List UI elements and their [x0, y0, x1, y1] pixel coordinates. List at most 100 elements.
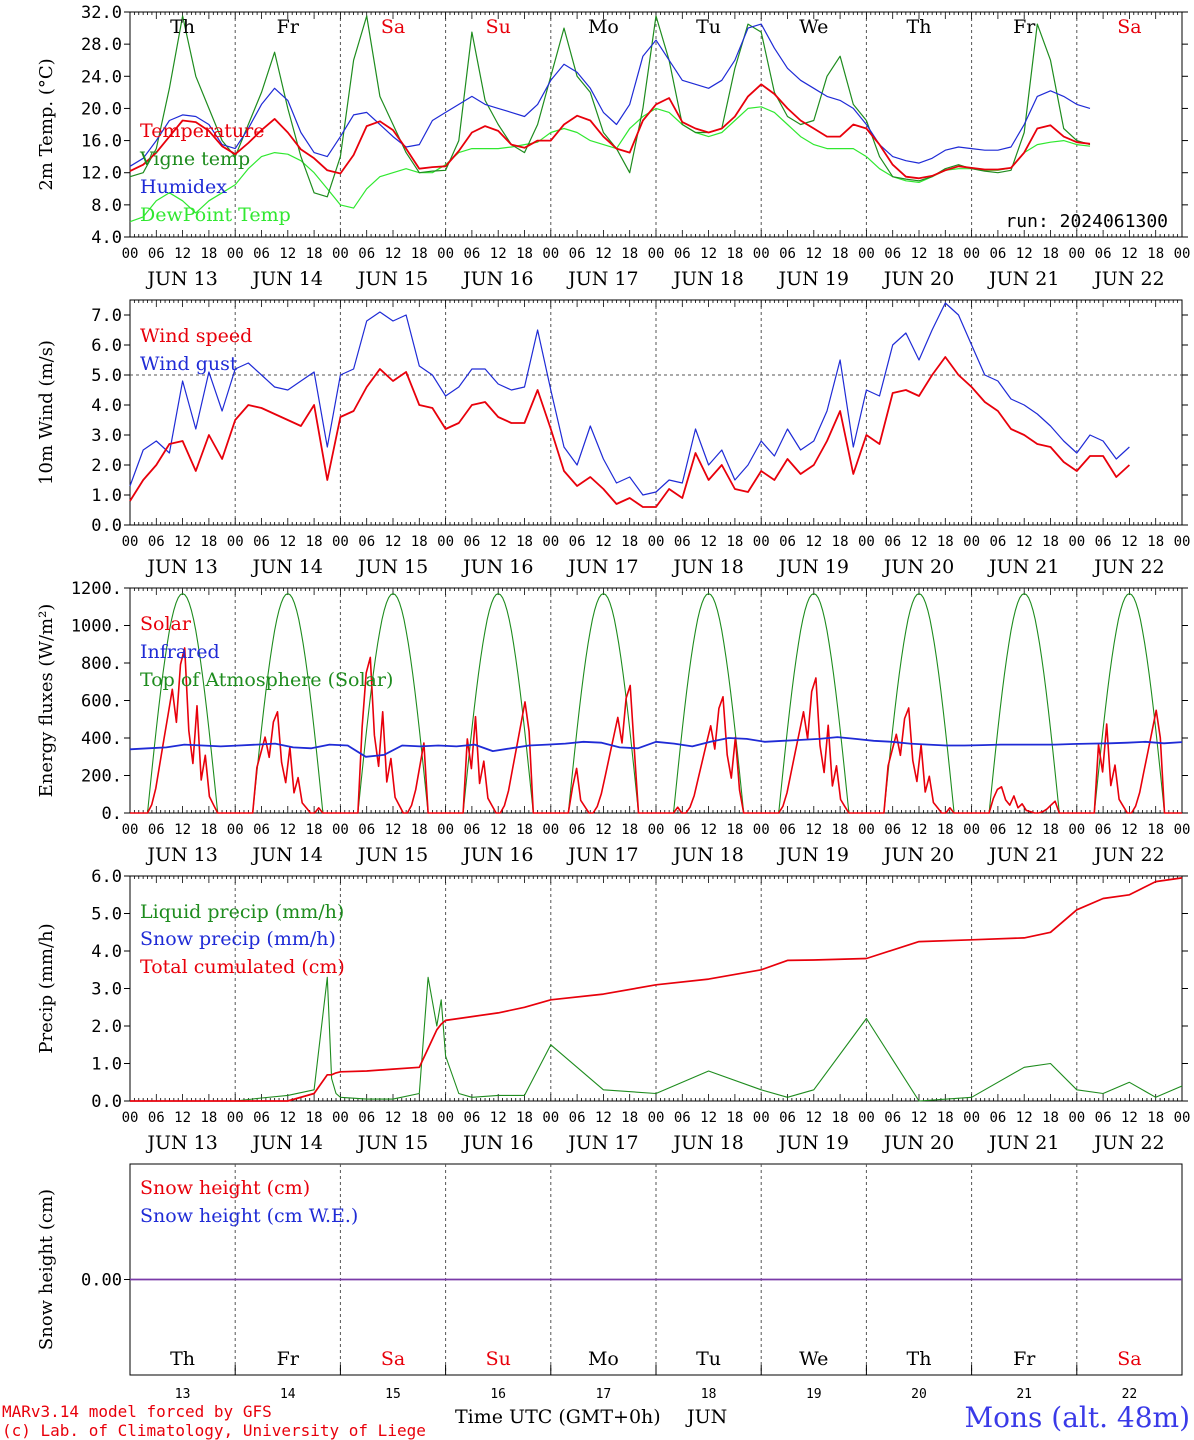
x-hour-label: 00: [1174, 534, 1191, 550]
x-hour-label: 06: [1095, 246, 1112, 262]
series-wind-speed: [129, 356, 1131, 508]
y-tick-label: 600.: [81, 692, 122, 712]
x-hour-label: 00: [437, 1110, 454, 1126]
x-date-label: JUN 16: [461, 1132, 533, 1154]
y-tick-label: 3.0: [91, 980, 122, 1000]
day-abbr-label: Th: [907, 16, 932, 38]
x-hour-label: 06: [674, 822, 691, 838]
x-hour-label: 12: [911, 534, 928, 550]
x-hour-label: 12: [805, 1110, 822, 1126]
x-hour-label: 00: [753, 534, 770, 550]
x-hour-label: 18: [1147, 822, 1164, 838]
x-date-label: JUN 18: [671, 268, 743, 290]
x-hour-label: 00: [227, 246, 244, 262]
x-date-label: JUN 15: [356, 1132, 428, 1154]
x-hour-label: 00: [1174, 1110, 1191, 1126]
y-tick-label: 1000.: [71, 617, 122, 637]
y-tick-label: 20.0: [81, 99, 122, 119]
x-hour-label: 06: [358, 534, 375, 550]
x-hour-label: 06: [463, 822, 480, 838]
x-hour-label: 18: [1147, 246, 1164, 262]
x-hour-label: 18: [411, 822, 428, 838]
x-hour-label: 12: [279, 534, 296, 550]
x-hour-label: 00: [437, 246, 454, 262]
x-hour-label: 18: [621, 822, 638, 838]
legend-entry: Total cumulated (cm): [140, 956, 345, 978]
legend-entry: Snow height (cm W.E.): [140, 1205, 358, 1227]
legend-entry: Vigne temp: [139, 148, 250, 170]
x-hour-label: 18: [306, 534, 323, 550]
x-hour-label: 00: [227, 822, 244, 838]
x-hour-label: 06: [463, 534, 480, 550]
x-hour-label: 00: [542, 1110, 559, 1126]
panel-4: 0.0 1.0 2.0 3.0 4.0 5.0 6.0 Precip (mm/h) 00 06 12…: [36, 867, 1190, 1154]
x-date-label: JUN 15: [356, 268, 428, 290]
day-abbr-label: Mo: [588, 16, 619, 38]
y-tick-label: 32.0: [81, 3, 122, 23]
day-abbr-label: Fr: [277, 1348, 300, 1370]
x-hour-label: 12: [595, 822, 612, 838]
x-hour-label: 12: [911, 246, 928, 262]
x-date-label: JUN 19: [777, 556, 849, 578]
day-number-label: 14: [280, 1387, 296, 1402]
panel-5: 0.00 Snow height (cm) Th 13 Fr 14 Sa 15 Su 16 Mo 17…: [36, 1163, 1183, 1402]
x-hour-label: 12: [1016, 534, 1033, 550]
x-hour-label: 06: [358, 246, 375, 262]
x-hour-label: 00: [963, 1110, 980, 1126]
legend-entry: Top of Atmosphere (Solar): [140, 669, 393, 691]
y-tick-label: 5.0: [91, 905, 122, 925]
x-hour-label: 18: [1147, 534, 1164, 550]
x-hour-label: 00: [542, 534, 559, 550]
station-label: Mons (alt. 48m): [964, 1401, 1190, 1434]
series-liquid-precip: [130, 976, 1183, 1102]
x-hour-label: 06: [884, 1110, 901, 1126]
x-date-label: JUN 22: [1092, 1132, 1164, 1154]
panel-1: 4.0 8.0 12.0 16.0 20.0 24.0 28.0 32.0 2m Temp. (…: [36, 3, 1190, 290]
x-hour-label: 06: [779, 534, 796, 550]
series-humidex: [129, 23, 1091, 167]
x-hour-label: 06: [779, 1110, 796, 1126]
x-hour-label: 12: [1016, 822, 1033, 838]
series-wind-gust: [129, 302, 1130, 496]
x-hour-label: 00: [753, 822, 770, 838]
day-abbr-label: Sa: [1117, 1348, 1141, 1370]
x-date-label: JUN 14: [251, 1132, 323, 1154]
x-hour-label: 06: [148, 822, 165, 838]
legend-entry: Snow height (cm): [140, 1177, 310, 1199]
x-hour-label: 12: [279, 1110, 296, 1126]
x-hour-label: 18: [516, 534, 533, 550]
x-hour-label: 18: [516, 1110, 533, 1126]
x-hour-label: 06: [779, 822, 796, 838]
x-hour-label: 00: [648, 822, 665, 838]
x-hour-label: 18: [200, 534, 217, 550]
x-hour-label: 06: [358, 1110, 375, 1126]
y-tick-label: 6.0: [91, 336, 122, 356]
day-abbr-label: Fr: [1013, 1348, 1036, 1370]
x-hour-label: 12: [700, 1110, 717, 1126]
y-tick-label: 2.0: [91, 1017, 122, 1037]
y-tick-label: 1.0: [91, 1055, 122, 1075]
legend-entry: Liquid precip (mm/h): [140, 901, 344, 923]
x-hour-label: 18: [832, 1110, 849, 1126]
x-hour-label: 12: [700, 534, 717, 550]
x-hour-label: 06: [569, 246, 586, 262]
x-hour-label: 06: [989, 1110, 1006, 1126]
x-date-label: JUN 18: [671, 844, 743, 866]
legend-entry: Wind gust: [140, 353, 238, 375]
x-hour-label: 12: [490, 246, 507, 262]
x-hour-label: 06: [779, 246, 796, 262]
day-abbr-label: Su: [486, 1348, 511, 1370]
x-hour-label: 00: [1068, 246, 1085, 262]
day-number-label: 16: [490, 1387, 506, 1402]
x-hour-label: 00: [332, 822, 349, 838]
y-tick-label: 6.0: [91, 867, 122, 887]
x-date-label: JUN 21: [987, 1132, 1059, 1154]
x-hour-label: 00: [648, 1110, 665, 1126]
x-date-label: JUN 18: [671, 556, 743, 578]
legend-entry: Solar: [140, 613, 192, 635]
x-hour-label: 06: [1095, 534, 1112, 550]
day-abbr-label: Fr: [1013, 16, 1036, 38]
x-hour-label: 12: [700, 822, 717, 838]
x-hour-label: 12: [385, 822, 402, 838]
x-hour-label: 18: [726, 1110, 743, 1126]
